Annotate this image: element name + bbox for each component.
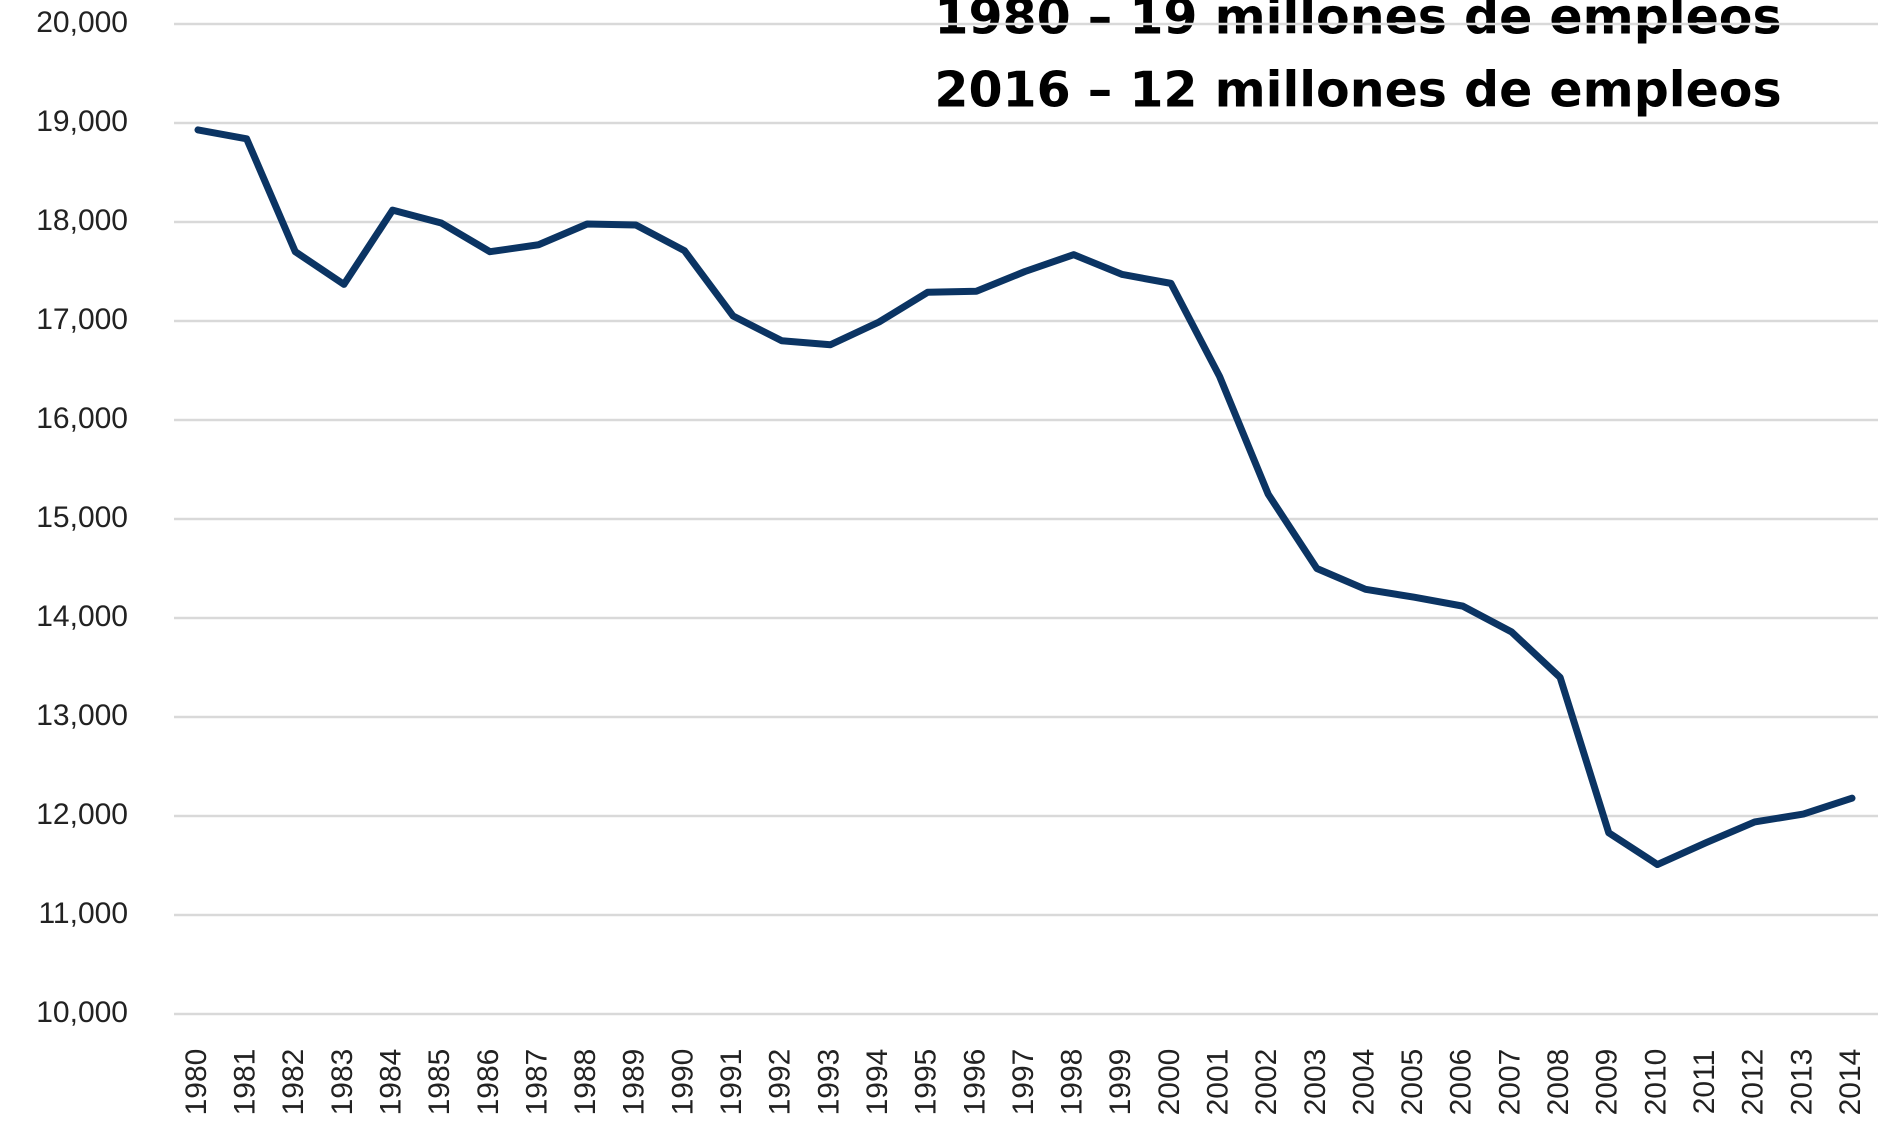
x-tick-label: 2002 xyxy=(1250,1049,1283,1116)
x-tick-label: 1993 xyxy=(812,1049,845,1116)
x-tick-label: 1980 xyxy=(180,1049,213,1116)
y-tick-label: 16,000 xyxy=(36,402,128,435)
x-tick-label: 2005 xyxy=(1396,1049,1429,1116)
y-tick-label: 15,000 xyxy=(36,501,128,534)
x-tick-label: 1997 xyxy=(1007,1049,1040,1116)
x-tick-label: 1986 xyxy=(472,1049,505,1116)
x-tick-label: 2011 xyxy=(1688,1050,1721,1115)
y-tick-label: 18,000 xyxy=(36,204,128,237)
x-tick-label: 2013 xyxy=(1785,1049,1818,1116)
x-tick-label: 2012 xyxy=(1737,1049,1770,1116)
y-tick-label: 11,000 xyxy=(38,897,128,930)
y-tick-label: 19,000 xyxy=(36,105,128,138)
x-tick-label: 2006 xyxy=(1445,1049,1478,1116)
y-tick-label: 17,000 xyxy=(36,303,128,336)
x-tick-label: 2010 xyxy=(1639,1049,1672,1116)
x-tick-label: 1984 xyxy=(375,1049,408,1116)
x-tick-label: 1991 xyxy=(715,1049,748,1116)
x-tick-label: 1994 xyxy=(861,1049,894,1116)
x-tick-label: 1999 xyxy=(1104,1049,1137,1116)
y-tick-label: 10,000 xyxy=(36,996,128,1029)
annotation: 1980 – 19 millones de empleos xyxy=(934,0,1781,46)
x-tick-label: 1985 xyxy=(423,1049,456,1116)
x-tick-label: 2007 xyxy=(1493,1049,1526,1116)
x-tick-label: 1987 xyxy=(520,1049,553,1116)
x-tick-label: 1989 xyxy=(618,1049,651,1116)
x-tick-label: 1995 xyxy=(910,1049,943,1116)
x-tick-label: 2008 xyxy=(1542,1049,1575,1116)
y-tick-label: 13,000 xyxy=(36,699,128,732)
y-tick-label: 14,000 xyxy=(36,600,128,633)
x-tick-label: 2000 xyxy=(1153,1049,1186,1116)
y-tick-label: 12,000 xyxy=(36,798,128,831)
x-tick-label: 1990 xyxy=(666,1049,699,1116)
x-tick-label: 2009 xyxy=(1591,1049,1624,1116)
x-tick-label: 1998 xyxy=(1056,1049,1089,1116)
x-tick-label: 2004 xyxy=(1347,1049,1380,1116)
x-tick-label: 1992 xyxy=(764,1049,797,1116)
x-tick-label: 1983 xyxy=(326,1049,359,1116)
x-tick-label: 1988 xyxy=(569,1049,602,1116)
data-line xyxy=(194,126,1856,869)
annotation: 2016 – 12 millones de empleos xyxy=(934,62,1781,119)
x-tick-label: 2003 xyxy=(1299,1049,1332,1116)
x-tick-label: 2014 xyxy=(1834,1049,1867,1116)
x-tick-label: 1996 xyxy=(958,1049,991,1116)
x-tick-label: 1981 xyxy=(229,1049,262,1116)
y-tick-label: 20,000 xyxy=(36,6,128,39)
x-tick-label: 1982 xyxy=(277,1049,310,1116)
x-tick-label: 2001 xyxy=(1202,1049,1235,1116)
